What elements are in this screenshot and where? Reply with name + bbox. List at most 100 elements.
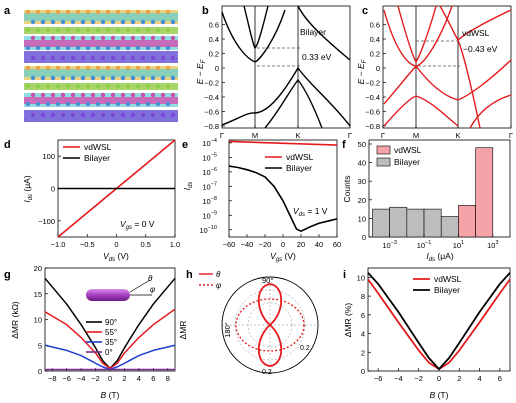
panel-b-label: b xyxy=(202,5,209,17)
y-tick-label: −0.6 xyxy=(204,108,219,117)
panel-c-bands xyxy=(383,5,512,129)
series-angle-1 xyxy=(44,308,176,370)
x-tick-label: −20 xyxy=(259,240,272,249)
atom xyxy=(160,35,166,41)
x-tick-label: −6 xyxy=(374,374,383,383)
panel-g-x-label: B (T) xyxy=(101,390,120,400)
y-tick-label: 2 xyxy=(361,348,365,357)
atom xyxy=(55,45,61,51)
y-tick-label: −0.4 xyxy=(204,93,219,102)
atom xyxy=(110,112,116,118)
atom xyxy=(140,75,146,81)
x-tick-label: −2 xyxy=(91,374,100,383)
rod-icon xyxy=(86,289,130,301)
band-c-6 xyxy=(457,9,512,41)
atom xyxy=(130,92,136,98)
atom xyxy=(105,83,111,89)
atom xyxy=(65,27,71,33)
atom xyxy=(50,55,56,61)
atom xyxy=(155,45,161,51)
y-tick-label: 0.2 xyxy=(209,50,219,59)
x-tick-label: Γ xyxy=(509,131,513,140)
atom xyxy=(90,35,96,41)
series-bilayer xyxy=(367,272,511,371)
x-tick-label: −6 xyxy=(62,374,71,383)
atom xyxy=(170,75,176,81)
panel-d-label: d xyxy=(4,139,11,151)
y-tick-label: 10−4 xyxy=(202,138,217,148)
atom xyxy=(165,9,171,15)
atom xyxy=(45,83,51,89)
panel-g-label: g xyxy=(4,269,11,281)
atom xyxy=(165,83,171,89)
x-tick-label: M xyxy=(413,131,419,140)
panel-b-bands xyxy=(221,5,351,129)
panel-g-legend: 90°55°35°0° xyxy=(86,318,117,357)
atom xyxy=(150,19,156,25)
atom xyxy=(60,92,66,98)
atom xyxy=(50,19,56,25)
x-tick-label: 6 xyxy=(151,374,155,383)
atom xyxy=(75,27,81,33)
atom xyxy=(95,9,101,15)
atom xyxy=(35,101,41,107)
panel-b: b 0.6 0.4 0.2 0 −0.2 −0.4 −0.6 −0.8 Γ M K Γ E − EF… xyxy=(195,5,352,140)
atom xyxy=(75,9,81,15)
bar-bilayer xyxy=(372,208,390,238)
atom xyxy=(65,45,71,51)
atom xyxy=(85,9,91,15)
atom xyxy=(115,101,121,107)
atom xyxy=(85,27,91,33)
y-tick-label: 0 xyxy=(51,185,55,194)
x-tick-label: 0 xyxy=(437,374,441,383)
atom xyxy=(40,75,46,81)
atom xyxy=(70,19,76,25)
atom xyxy=(65,65,71,71)
y-tick-label: 5 xyxy=(38,341,42,350)
atom xyxy=(45,27,51,33)
x-tick-label: 0 xyxy=(114,240,118,249)
atom xyxy=(80,92,86,98)
panel-d-y-ticks: 100 0 −100 xyxy=(38,152,61,226)
panel-d-series xyxy=(57,139,176,238)
y-tick-label: 10−6 xyxy=(202,167,217,177)
atom xyxy=(145,65,151,71)
y-tick-label: 6 xyxy=(361,311,365,320)
x-tick-label: −40 xyxy=(241,240,254,249)
atom xyxy=(50,75,56,81)
atom xyxy=(165,65,171,71)
panel-d-legend-bilayer: Bilayer xyxy=(84,153,110,163)
panel-d-y-label: Ids (μA) xyxy=(22,175,34,202)
bar-vdwsl xyxy=(475,147,494,238)
atom xyxy=(125,27,131,33)
panel-d-x-label: Vds (V) xyxy=(103,251,129,263)
panel-c: c 0.6 0.4 0.2 0 −0.2 −0.4 −0.6 −0.8 Γ M K Γ E − EF… xyxy=(356,5,513,140)
panel-h-legend-phi: φ xyxy=(216,281,221,290)
atom xyxy=(70,112,76,118)
inset-theta-label: θ xyxy=(148,274,153,283)
panel-e-series xyxy=(228,140,338,233)
atom xyxy=(95,27,101,33)
atom xyxy=(150,112,156,118)
atom xyxy=(160,19,166,25)
panel-c-y-ticks: 0.6 0.4 0.2 0 −0.2 −0.4 −0.6 −0.8 xyxy=(365,21,386,131)
atom xyxy=(35,45,41,51)
atom xyxy=(90,19,96,25)
x-tick-label: 8 xyxy=(166,374,170,383)
x-tick-label: 6 xyxy=(498,374,502,383)
atom xyxy=(70,75,76,81)
panel-i: i 10 8 6 4 2 0 −6 −4 −2 0 2 4 6 ΔMR (%) B (T) vdWSL… xyxy=(343,267,511,400)
y-tick-label: 0.2 xyxy=(370,50,380,59)
y-tick-label: 30 xyxy=(358,177,366,186)
atom xyxy=(145,45,151,51)
atom xyxy=(125,9,131,15)
atom xyxy=(25,83,31,89)
bar-bilayer xyxy=(406,208,425,238)
atom xyxy=(70,92,76,98)
panel-e-label: e xyxy=(182,139,188,151)
y-tick-label: 0.4 xyxy=(209,35,219,44)
atom xyxy=(75,45,81,51)
x-tick-label: −60 xyxy=(223,240,236,249)
atom xyxy=(150,35,156,41)
